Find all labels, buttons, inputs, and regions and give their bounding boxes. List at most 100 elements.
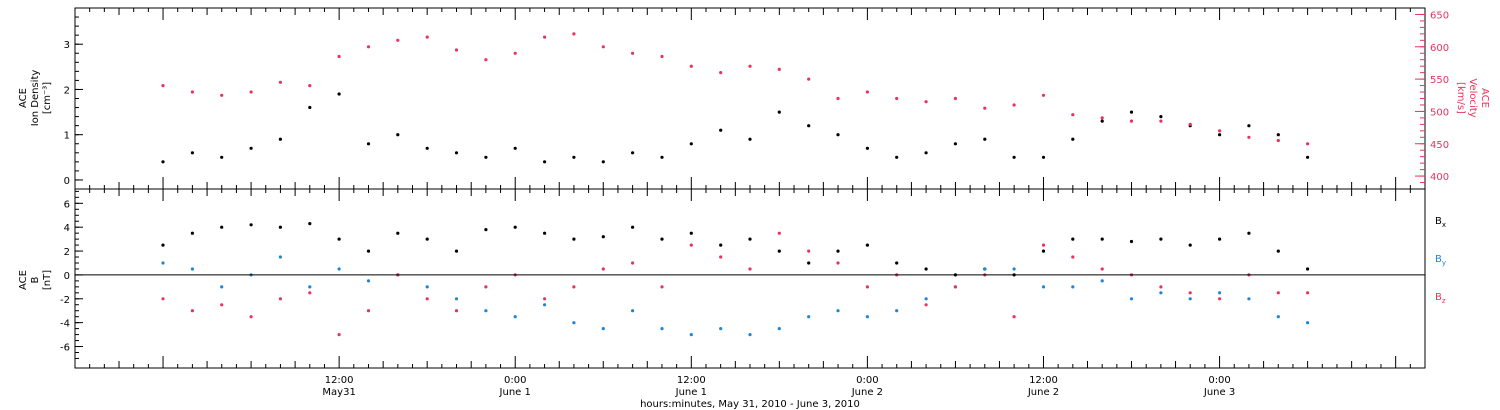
field-label-line2: B [30,276,41,283]
bz-point [1041,243,1046,247]
bx-point [513,225,517,229]
velocity-point [1129,119,1134,123]
velocity-point [278,80,282,84]
by-point [1247,297,1251,301]
density-tick-label: 2 [64,85,70,96]
density-point [719,128,723,132]
velocity-point [1218,129,1222,133]
bz-point [1100,267,1104,271]
top-panel-marks [161,32,1310,164]
velocity-point [983,106,987,110]
density-point [308,105,312,110]
velocity-point [1071,113,1075,117]
bottom-panel-marks [161,222,1310,337]
bx-point [572,237,576,241]
top-panel-frame [74,7,1426,190]
density-point [924,151,928,155]
field-tick-label: 0 [64,271,70,282]
density-point [1012,155,1016,159]
density-point [190,151,194,155]
bx-point [631,225,635,229]
by-point [1159,291,1163,295]
velocity-point [777,67,781,71]
by-point [337,267,341,271]
velocity-point [895,96,899,101]
field-tick-label: -6 [60,343,70,354]
date-tick-label: June 3 [1203,387,1235,398]
by-point [484,309,488,313]
bz-point [1012,315,1016,319]
bz-point [777,231,781,235]
density-point [1247,124,1251,128]
field-tick-label: -4 [60,319,70,330]
bz-point [543,297,547,301]
bz-point [425,297,429,301]
by-point [865,315,870,319]
bx-point [660,237,664,241]
velocity-label-line1: ACE [1479,88,1490,108]
by-point [836,309,840,313]
velocity-point [366,45,371,49]
density-point [953,142,958,146]
density-point [777,110,781,114]
by-point [278,255,282,259]
velocity-label-line3: [km/s] [1455,82,1466,114]
by-point [631,309,635,313]
legend-by-label: B [1435,254,1442,265]
velocity-point [308,84,312,88]
bx-point [807,261,811,265]
velocity-point [1188,122,1192,126]
bz-point [1276,291,1280,295]
bx-point [924,267,928,271]
top-panel-density-velocity: 0 1 2 3 400 450 500 550 600 650 ACE Ion Density … [18,7,1490,190]
velocity-tick-label: 450 [1430,140,1449,151]
velocity-point [807,77,811,81]
bz-point [631,261,635,265]
by-point [1100,279,1104,283]
velocity-point [454,48,459,52]
density-point [1100,119,1104,123]
bx-point [748,237,752,241]
time-tick-label: 12:00 [1029,375,1058,386]
by-point [719,327,723,331]
density-point [895,155,899,159]
velocity-point [924,100,928,104]
by-point [425,285,429,289]
velocity-point [396,38,400,42]
density-point [836,133,840,137]
density-point [1041,155,1046,159]
legend-by-sub: y [1442,259,1446,267]
density-point [220,155,224,159]
bx-point [1306,267,1310,271]
velocity-tick-label: 650 [1430,10,1449,21]
velocity-point [1306,142,1310,146]
velocity-point [719,71,723,75]
bx-point [484,228,488,232]
density-point [366,142,371,146]
density-axis-label: ACE Ion Density [cm⁻³] [18,70,53,127]
density-label-line3: [cm⁻³] [42,82,53,114]
field-tick-label: -2 [60,295,70,306]
by-point [1306,321,1310,325]
by-point [807,315,811,319]
time-tick-label: 12:00 [677,375,706,386]
bx-point [836,249,840,253]
velocity-point [689,64,693,68]
field-tick-label: 6 [64,199,70,210]
velocity-point [1041,93,1046,97]
density-axis-ticks: 0 1 2 3 [64,7,83,190]
bx-point [425,237,429,241]
bx-point [1100,237,1104,241]
velocity-point [425,35,429,39]
bx-point [543,231,547,235]
bx-point [1276,249,1280,253]
velocity-point [249,90,253,94]
density-point [748,137,752,141]
bz-point [484,285,488,289]
by-point [1129,297,1134,301]
bx-point [161,243,165,247]
by-point [660,327,664,331]
density-point [1129,110,1134,114]
by-point [220,285,224,289]
bz-point [161,297,165,301]
